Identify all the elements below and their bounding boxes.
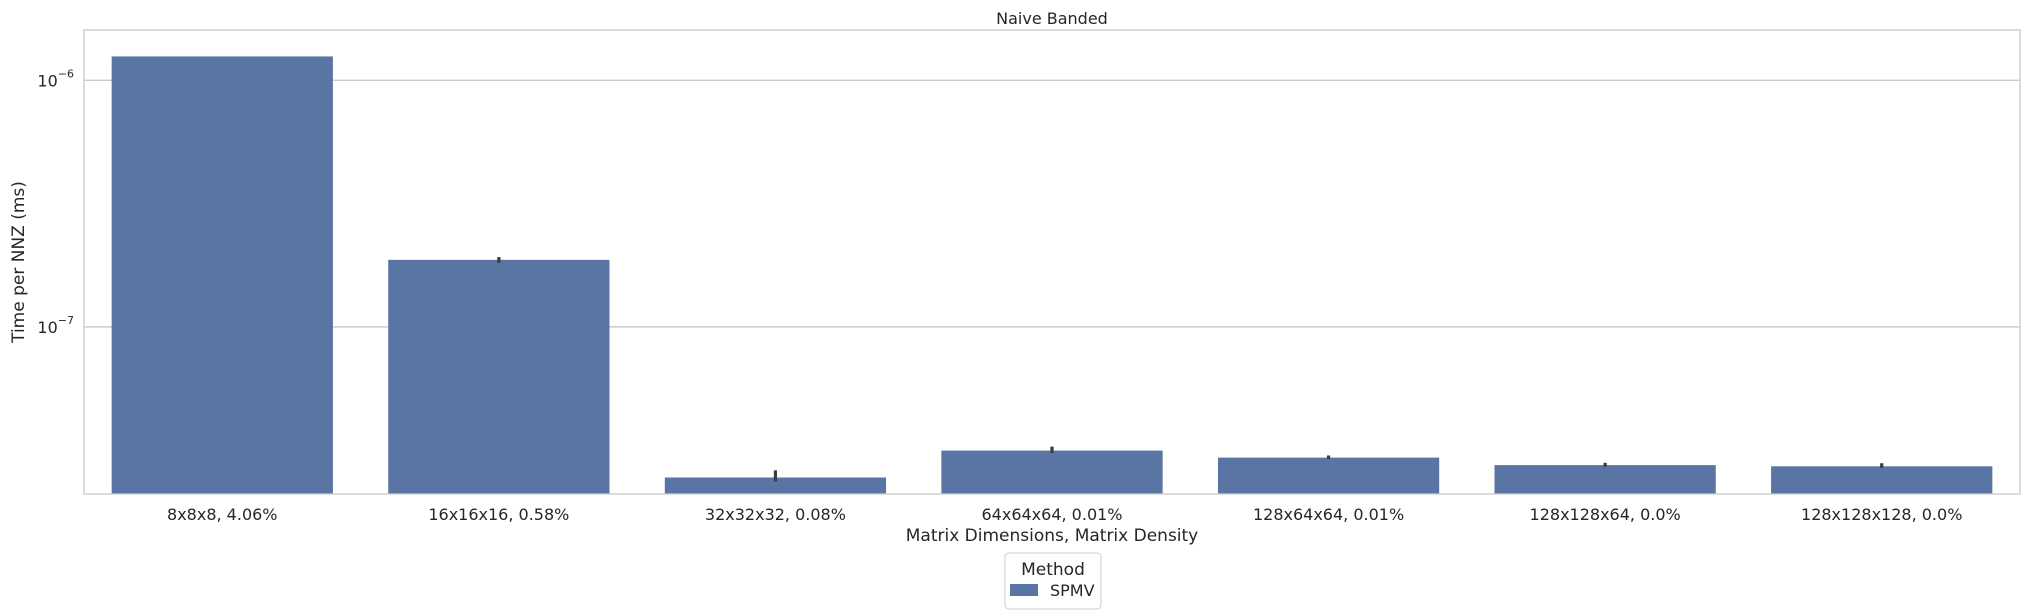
legend-swatch-spmv [1010, 584, 1038, 596]
x-tick-label: 64x64x64, 0.01% [981, 505, 1122, 524]
x-tick-label: 32x32x32, 0.08% [705, 505, 846, 524]
bar [1771, 466, 1993, 494]
x-tick-label: 16x16x16, 0.58% [428, 505, 569, 524]
bar [664, 477, 887, 494]
bar [1494, 465, 1716, 494]
x-tick-label: 128x64x64, 0.01% [1253, 505, 1404, 524]
x-axis-label: Matrix Dimensions, Matrix Density [906, 526, 1199, 546]
legend-label-spmv: SPMV [1050, 581, 1095, 600]
legend: Method SPMV [1004, 552, 1102, 610]
grid-lines [84, 79, 2020, 328]
error-bars [497, 257, 1884, 482]
chart-title: Naive Banded [996, 9, 1108, 28]
x-tick-label: 128x128x128, 0.0% [1801, 505, 1962, 524]
x-tick-label: 8x8x8, 4.06% [167, 505, 277, 524]
y-tick-label: 10−6 [37, 67, 74, 90]
y-axis-label: Time per NNZ (ms) [9, 181, 29, 344]
bars [111, 56, 1993, 495]
legend-title: Method [1021, 560, 1085, 580]
y-tick-label: 10−7 [37, 314, 74, 337]
bar [111, 56, 333, 495]
y-tick-labels: 10−6 10−7 [37, 67, 74, 337]
bar [941, 450, 1163, 494]
bar [388, 259, 610, 494]
x-tick-labels: 8x8x8, 4.06% 16x16x16, 0.58% 32x32x32, 0.0… [167, 505, 1962, 524]
x-tick-label: 128x128x64, 0.0% [1530, 505, 1681, 524]
bar [1217, 457, 1440, 494]
plot-frame [83, 29, 2021, 495]
